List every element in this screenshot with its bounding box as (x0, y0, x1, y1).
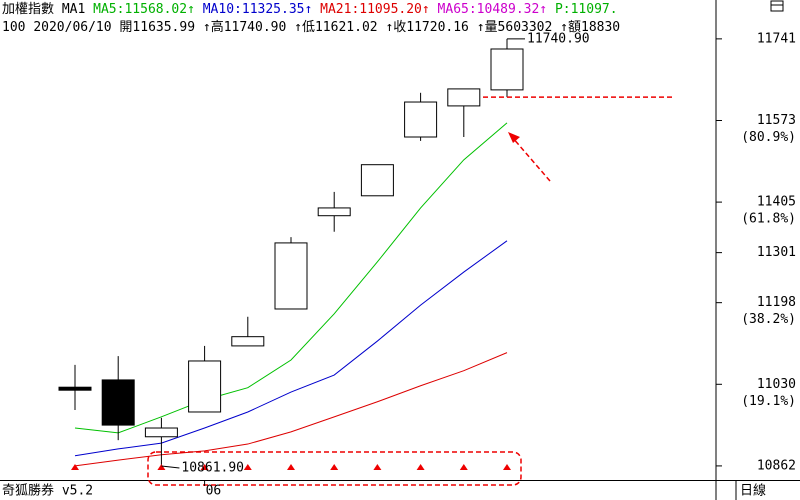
candle-body (58, 386, 92, 391)
ma-line (74, 122, 508, 434)
info-item: ↑收11720.16 (385, 20, 468, 35)
y-tick-note: (38.2%) (741, 312, 796, 327)
signal-marker (459, 464, 468, 470)
x-tick-label: 06 (206, 484, 222, 499)
candle-body (274, 242, 308, 310)
annotation: 10861.90 (181, 460, 244, 475)
info-line: 100 2020/06/10 開11635.99 ↑高11740.90 ↑低11… (2, 19, 620, 35)
window-icon[interactable] (770, 0, 784, 12)
ma-line (74, 240, 508, 457)
ma-line (74, 352, 508, 467)
y-tick-label: 10862 (757, 458, 796, 473)
y-tick-note: (80.9%) (741, 130, 796, 145)
candle-body (317, 207, 351, 217)
signal-marker (503, 464, 511, 470)
y-tick-note: (61.8%) (741, 212, 796, 227)
legend-line: 加權指數 MA1 MA5:11568.02↑ MA10:11325.35↑ MA… (2, 2, 618, 17)
candle-body (188, 360, 222, 413)
info-item: ↑量5603302 (477, 20, 553, 35)
signal-marker (330, 464, 339, 470)
leader-line (161, 465, 180, 469)
info-item: 開11635.99 (119, 20, 195, 35)
info-item: ↑額18830 (560, 20, 620, 35)
y-tick-label: 11030 (757, 377, 796, 392)
signal-marker (416, 464, 425, 470)
y-tick-label: 11573 (757, 113, 796, 128)
signal-marker (200, 464, 209, 470)
info-item: 100 (2, 20, 25, 35)
footer-left: 奇狐勝券 v5.2 (2, 483, 93, 499)
legend-item: MA10:11325.35↑ (203, 2, 313, 17)
signal-marker (373, 464, 382, 470)
y-tick-note: (19.1%) (741, 394, 796, 409)
info-item: 2020/06/10 (33, 20, 111, 35)
candle-body (404, 101, 438, 138)
signal-marker (243, 464, 252, 470)
info-item: ↑高11740.90 (203, 19, 286, 35)
arrow (511, 136, 551, 182)
y-tick-label: 11198 (757, 295, 796, 310)
legend-item: MA21:11095.20↑ (320, 2, 430, 17)
y-tick-label: 11301 (757, 245, 796, 260)
candle-body (231, 336, 265, 347)
candle-body (144, 427, 178, 438)
signal-marker (287, 464, 295, 470)
signal-marker (71, 464, 79, 470)
annotation: 11740.90 (527, 31, 590, 46)
legend-item: 加權指數 (2, 2, 54, 17)
legend-item: MA65:10489.32↑ (438, 2, 548, 17)
candle-body (447, 88, 481, 107)
footer-right: 日線 (740, 483, 766, 499)
legend-item: MA5:11568.02↑ (93, 2, 195, 17)
y-tick-label: 11405 (757, 195, 796, 210)
y-tick-label: 11741 (757, 31, 796, 46)
info-item: ↑低11621.02 (294, 20, 377, 35)
arrow-head (508, 132, 520, 143)
candle-body (490, 48, 524, 91)
candle-body (101, 379, 135, 426)
signal-marker (157, 464, 166, 470)
highlight-box (147, 451, 522, 486)
candle-body (360, 164, 394, 197)
legend-item: P:11097. (555, 2, 618, 17)
legend-item: MA1 (62, 2, 85, 17)
